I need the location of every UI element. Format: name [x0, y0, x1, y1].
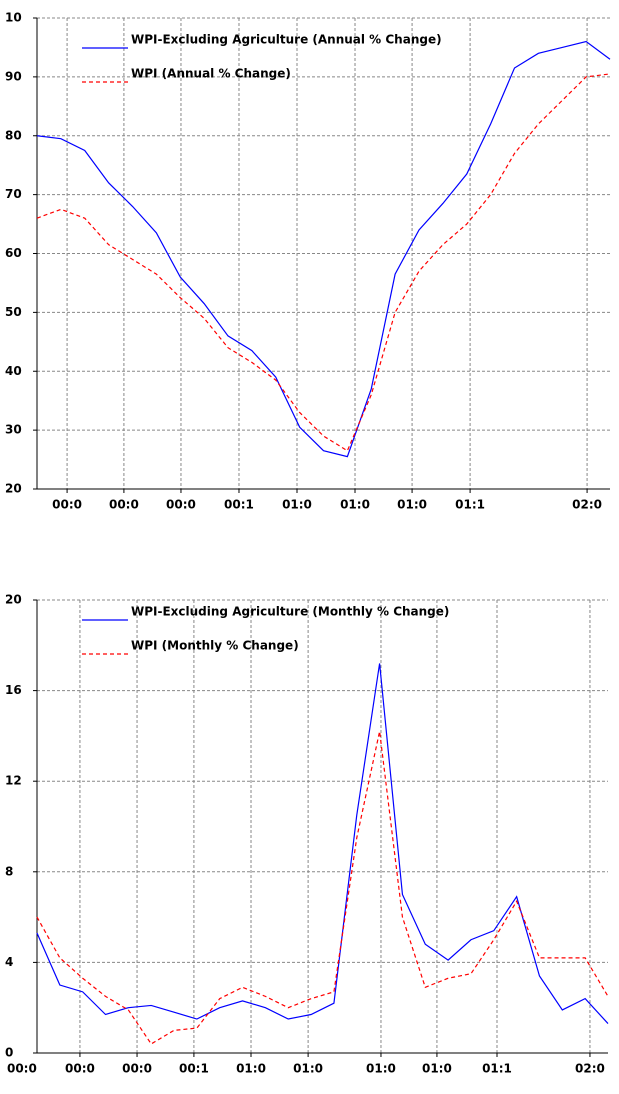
y-tick-label: 16 — [5, 683, 22, 697]
x-tick-label: 01:0 — [366, 1062, 396, 1076]
legend-label: WPI-Excluding Agriculture (Monthly % Cha… — [131, 605, 449, 619]
x-tick-label: 01:0 — [422, 1062, 452, 1076]
y-tick-label: 50 — [5, 305, 22, 319]
series-line — [36, 731, 609, 1045]
x-tick-label: 01:0 — [397, 498, 427, 512]
y-tick-label: 4 — [5, 955, 13, 969]
x-tick-label: 00:0 — [7, 1062, 37, 1076]
series-line — [36, 73, 611, 452]
y-tick-label: 8 — [5, 864, 13, 878]
x-tick-label: 02:0 — [572, 498, 602, 512]
y-tick-label: 40 — [5, 364, 22, 378]
x-tick-label: 01:0 — [293, 1062, 323, 1076]
y-tick-label: 20 — [5, 593, 22, 607]
x-tick-label: 01:1 — [482, 1062, 512, 1076]
y-tick-label: 60 — [5, 246, 22, 260]
x-tick-label: 00:1 — [224, 498, 254, 512]
x-tick-label: 01:0 — [282, 498, 312, 512]
x-tick-label: 00:0 — [52, 498, 82, 512]
legend-label: WPI (Annual % Change) — [131, 67, 291, 81]
x-tick-label: 00:0 — [65, 1062, 95, 1076]
y-tick-label: 0 — [5, 1046, 13, 1060]
x-tick-label: 01:0 — [236, 1062, 266, 1076]
x-tick-label: 00:0 — [166, 498, 196, 512]
y-tick-label: 70 — [5, 187, 22, 201]
y-tick-label: 10 — [5, 11, 22, 25]
x-tick-label: 00:0 — [122, 1062, 152, 1076]
y-tick-label: 20 — [5, 482, 22, 496]
x-tick-label: 00:1 — [179, 1062, 209, 1076]
y-tick-label: 12 — [5, 774, 22, 788]
x-tick-label: 01:0 — [340, 498, 370, 512]
y-tick-label: 80 — [5, 128, 22, 142]
series-line — [36, 663, 609, 1024]
series-line — [36, 40, 611, 458]
x-tick-label: 01:1 — [455, 498, 485, 512]
y-tick-label: 90 — [5, 69, 22, 83]
x-tick-label: 02:0 — [575, 1062, 605, 1076]
legend-label: WPI-Excluding Agriculture (Annual % Chan… — [131, 33, 442, 47]
legend-label: WPI (Monthly % Change) — [131, 639, 299, 653]
y-tick-label: 30 — [5, 423, 22, 437]
x-tick-label: 00:0 — [109, 498, 139, 512]
